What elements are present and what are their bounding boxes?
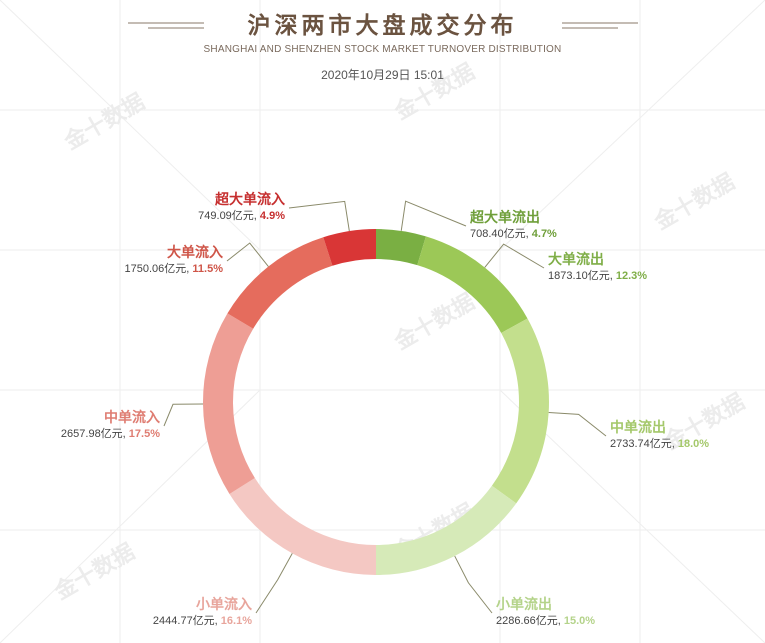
slice-amount: 749.09亿元, xyxy=(198,210,260,222)
donut-slice xyxy=(417,236,528,333)
slice-value: 749.09亿元, 4.9% xyxy=(198,209,285,223)
slice-name: 超大单流入 xyxy=(215,192,285,208)
donut-slice xyxy=(227,237,333,329)
slice-percent: 17.5% xyxy=(128,428,160,440)
slice-name: 中单流出 xyxy=(610,420,666,436)
slice-amount: 2286.66亿元, xyxy=(496,615,564,627)
slice-amount: 2733.74亿元, xyxy=(610,438,678,450)
slice-percent: 12.3% xyxy=(615,270,648,282)
slice-name: 小单流出 xyxy=(496,597,552,613)
slice-amount: 2444.77亿元, xyxy=(152,615,221,627)
slice-label: 超大单流出 708.40亿元, 4.7% xyxy=(470,210,557,241)
slice-value: 2444.77亿元, 16.1% xyxy=(153,614,252,628)
donut-slice xyxy=(376,229,426,266)
slice-percent: 4.7% xyxy=(531,228,557,240)
donut-slice xyxy=(229,478,376,575)
slice-label: 小单流入 2444.77亿元, 16.1% xyxy=(153,597,252,628)
slice-label: 中单流出 2733.74亿元, 18.0% xyxy=(610,420,709,451)
slice-amount: 2657.98亿元, xyxy=(60,428,129,440)
slice-name: 小单流入 xyxy=(196,597,252,613)
slice-value: 708.40亿元, 4.7% xyxy=(470,227,557,241)
chart-subtitle: SHANGHAI AND SHENZHEN STOCK MARKET TURNO… xyxy=(203,44,562,55)
title-decoration-right-icon xyxy=(562,22,638,29)
slice-name: 中单流入 xyxy=(104,410,160,426)
slice-value: 2657.98亿元, 17.5% xyxy=(61,427,160,441)
slice-label: 中单流入 2657.98亿元, 17.5% xyxy=(61,410,160,441)
chart-title: 沪深两市大盘成交分布 xyxy=(247,13,518,39)
leader-line xyxy=(454,555,493,614)
slice-amount: 1750.06亿元, xyxy=(124,263,193,275)
donut-slice xyxy=(203,313,255,494)
slice-name: 大单流出 xyxy=(548,252,604,268)
leader-line xyxy=(163,403,204,427)
slice-amount: 708.40亿元, xyxy=(470,228,532,240)
title-decoration-left-icon xyxy=(128,22,204,29)
slice-value: 2286.66亿元, 15.0% xyxy=(496,614,595,628)
slice-label: 大单流入 1750.06亿元, 11.5% xyxy=(125,245,223,276)
slice-percent: 15.0% xyxy=(563,615,596,627)
donut-slice xyxy=(376,485,517,575)
slice-value: 2733.74亿元, 18.0% xyxy=(610,437,709,451)
slice-percent: 16.1% xyxy=(220,615,252,627)
leader-line xyxy=(400,200,467,231)
leader-line xyxy=(484,243,545,269)
chart-date: 2020年10月29日 15:01 xyxy=(321,68,444,82)
chart-header: 沪深两市大盘成交分布 SHANGHAI AND SHENZHEN STOCK M… xyxy=(0,0,765,90)
slice-percent: 11.5% xyxy=(192,263,223,275)
slice-label: 超大单流入 749.09亿元, 4.9% xyxy=(198,192,285,223)
slice-label: 小单流出 2286.66亿元, 15.0% xyxy=(496,597,595,628)
slice-name: 大单流入 xyxy=(167,245,223,261)
leader-line xyxy=(255,553,293,614)
slice-percent: 18.0% xyxy=(677,438,710,450)
slice-value: 1750.06亿元, 11.5% xyxy=(125,262,223,276)
donut-slice xyxy=(491,318,549,504)
leader-line xyxy=(548,412,607,437)
donut-slice xyxy=(323,229,376,266)
slice-percent: 4.9% xyxy=(259,210,285,222)
slice-label: 大单流出 1873.10亿元, 12.3% xyxy=(548,252,647,283)
leader-line xyxy=(226,242,269,267)
slice-value: 1873.10亿元, 12.3% xyxy=(548,269,647,283)
leader-line xyxy=(288,200,350,232)
slice-amount: 1873.10亿元, xyxy=(548,270,616,282)
slice-name: 超大单流出 xyxy=(470,210,540,226)
